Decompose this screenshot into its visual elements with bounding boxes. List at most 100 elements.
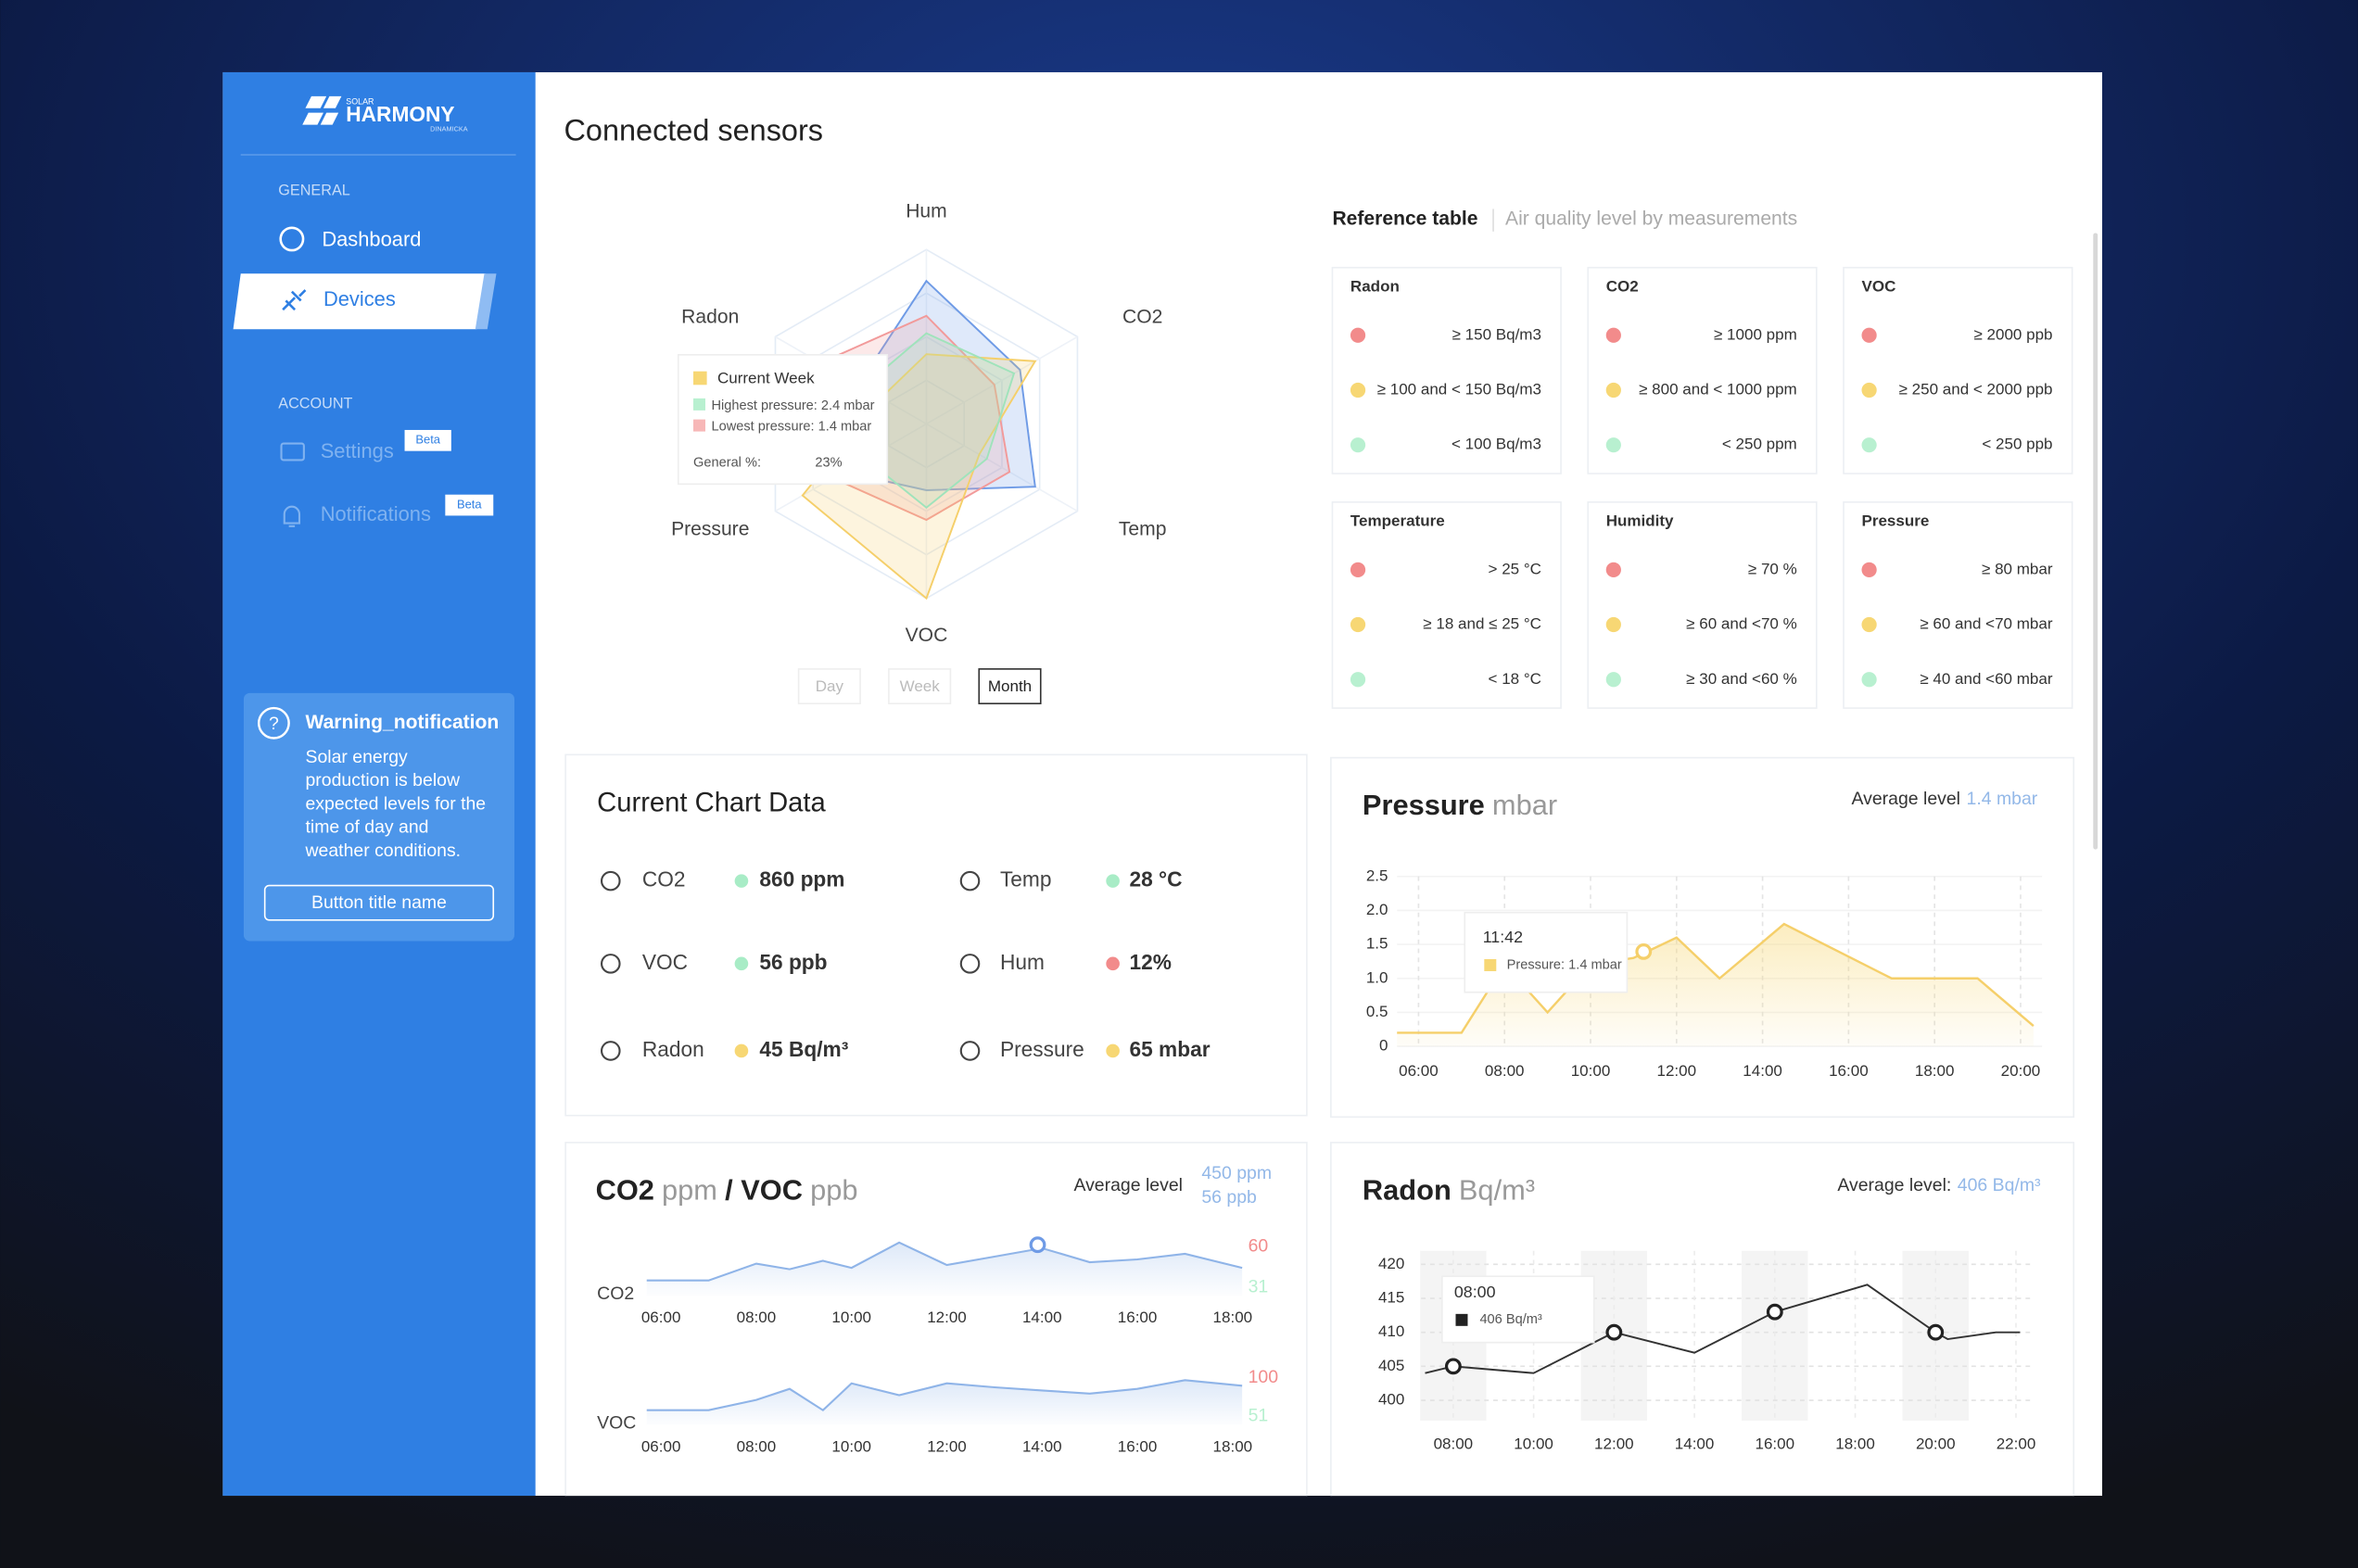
tooltip [677,354,889,486]
status-dot [1605,437,1621,453]
range-label[interactable]: Day [816,677,844,695]
tooltip [1441,1275,1595,1344]
warning-title: Warning_notification [305,712,499,733]
sensor-icon [601,870,621,891]
status-dot [1106,956,1120,971]
x-tick-label: 14:00 [1743,1062,1782,1080]
warning-button[interactable]: Button title name [263,884,495,921]
button-label[interactable]: Button title name [311,892,447,913]
status-dot [1605,672,1621,688]
nav-label[interactable]: Notifications [321,502,431,525]
nav-notifications[interactable]: Notifications Beta [283,494,494,527]
y-tick-label: 1.0 [1366,968,1388,986]
section-label: ACCOUNT [278,396,352,412]
sensor-icon [601,1041,621,1061]
reference-card [1331,266,1562,474]
badge-text: Beta [415,433,440,447]
x-tick-label: 14:00 [1675,1435,1715,1452]
reference-level: < 250 ppb [1982,436,2052,453]
sensor-label: VOC [642,950,688,974]
x-tick-label: 10:00 [1514,1435,1553,1452]
x-tick-label: 12:00 [927,1438,967,1456]
sensor-label: CO2 [642,867,686,891]
average: Average level 1.4 mbar [1851,789,2037,809]
card-title: Current Chart Data [597,789,826,818]
nav-label[interactable]: Dashboard [322,227,421,250]
reference-level: ≥ 150 Bq/m3 [1452,325,1541,343]
range-button[interactable] [888,668,952,705]
sensor-label: Radon [642,1037,704,1061]
reference-level: ≥ 2000 ppb [1973,325,2052,343]
radar-axis-label: Pressure [671,518,749,539]
reference-level: ≥ 70 % [1748,560,1797,577]
tooltip-label: General %: [693,456,761,471]
x-tick-label: 18:00 [1835,1435,1875,1452]
y-tick-label: 1.5 [1366,935,1388,953]
x-tick-label: 14:00 [1022,1438,1062,1456]
y-tick-label: 31 [1249,1276,1269,1296]
radar-axis-label: Radon [681,307,739,328]
y-tick-label: 420 [1378,1255,1404,1272]
status-dot [1605,327,1621,343]
range-button[interactable] [978,668,1042,705]
logo-sub: DINAMICKA [430,124,468,133]
point [1766,1303,1783,1321]
status-dot [734,874,749,888]
content: Hum CO2 Temp VOC Pressure Radon Current Week Hi… [564,200,2075,1497]
reference-card [1587,501,1818,709]
x-tick-label: 20:00 [1916,1435,1956,1452]
tooltip-line: Lowest pressure: 1.4 mbar [711,420,871,435]
nav-devices[interactable]: Devices [233,273,497,330]
average: Average level: 406 Bq/m³ [1837,1175,2041,1195]
range-button[interactable] [797,668,861,705]
chart-title-part: Radon [1363,1174,1452,1207]
y-tick-label: 405 [1378,1357,1404,1374]
range-label[interactable]: Week [900,677,941,695]
nav-label[interactable]: Devices [323,287,396,310]
button-outline[interactable] [263,884,495,921]
warning-card: ? Warning_notification Button title name… [243,692,514,942]
chart-unit: ppb [810,1174,857,1207]
y-tick-label: 2.0 [1366,901,1388,918]
area [646,1380,1243,1425]
sensor-value: 56 ppb [759,950,827,974]
y-tick-label: 51 [1249,1406,1269,1426]
hover-marker [1029,1236,1046,1254]
icon [279,226,305,252]
range-label[interactable]: Month [988,677,1032,695]
chart-title: CO2 ppm / VOC ppb [596,1174,858,1207]
x-tick-label: 18:00 [1915,1062,1955,1080]
nav-settings[interactable]: Settings Beta [280,429,451,462]
nav-label[interactable]: Settings [321,439,394,462]
reference-level: ≥ 100 and < 150 Bq/m3 [1377,380,1541,398]
nav-dashboard[interactable]: Dashboard [279,226,422,252]
section-subtitle: Air quality level by measurements [1505,208,1797,229]
icon [283,505,301,527]
x-tick-label: 10:00 [831,1309,871,1326]
radar-axis-label: Hum [906,200,947,221]
chart-unit: ppm [662,1174,717,1207]
x-tick-label: 06:00 [1399,1062,1439,1080]
tooltip-text: Pressure: 1.4 mbar [1507,957,1622,972]
x-tick-label: 08:00 [737,1309,777,1326]
section-label: GENERAL [278,182,350,198]
x-tick-label: 12:00 [927,1309,967,1326]
x-tick-label: 10:00 [1571,1062,1611,1080]
reference-card [1843,501,2073,709]
tooltip-value: 23% [815,456,842,471]
sensor-value: 65 mbar [1129,1037,1210,1061]
reference-name: Humidity [1606,512,1674,529]
chart-title-part: CO2 [596,1174,654,1207]
y-tick-label: 60 [1249,1236,1269,1257]
chart-title: Radon Bq/m³ [1363,1174,1535,1207]
sensor-icon [959,870,981,891]
average-label: Average level: [1837,1175,1951,1195]
y-tick-label: 2.5 [1366,866,1388,884]
status-dot [734,956,749,971]
tooltip-line: Highest pressure: 2.4 mbar [711,398,874,413]
logo-text: HARMONY [346,102,454,126]
window: SOLAR HARMONY DINAMICKA GENERAL Dashboar… [222,71,2103,1497]
hover-marker [1635,942,1653,960]
